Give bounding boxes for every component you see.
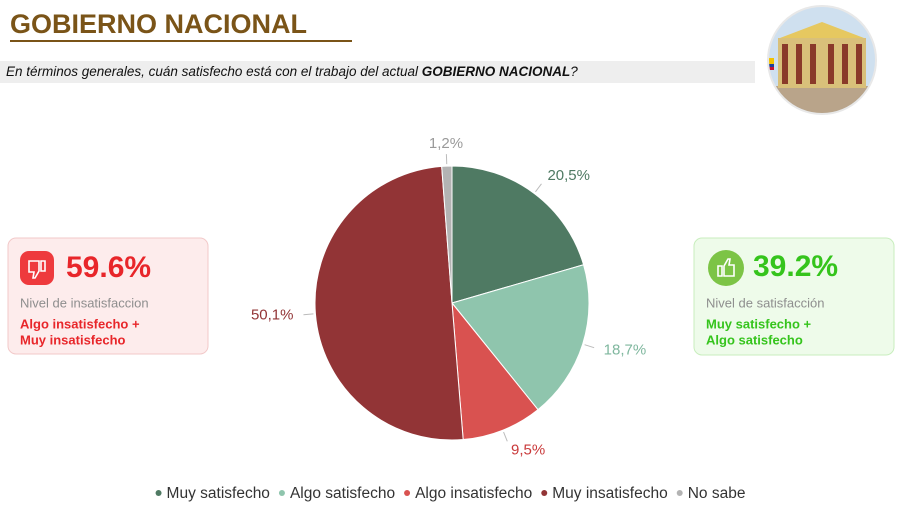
satisfaction-box [693,237,895,356]
title: GOBIERNO NACIONAL [10,9,307,39]
leader-line [503,431,508,442]
pie-slice [451,165,585,304]
dissatisfaction-value: 59.6% [66,251,151,284]
subtitle: En términos generales, cuán satisfecho e… [6,64,578,79]
satisfaction-value: 39.2% [753,250,838,283]
dissatisfaction-detail: Algo insatisfecho + [20,316,140,331]
legend-item: Muy insatisfecho [541,485,668,502]
leader-line [584,344,595,349]
pie: 20,5% 18,7% 9,5% 50,1% 1,2% [251,135,646,459]
satisfaction-label: Nivel de satisfacción [706,295,825,310]
legend-item: Algo satisfecho [278,485,395,502]
pie-slice [451,301,539,441]
legend-label: No sabe [688,485,746,502]
legend-item: No sabe [676,485,746,502]
slice-label: 18,7% [604,342,647,359]
satisfaction-detail: Muy satisfecho + [706,316,812,331]
thumbs-down-glyph [28,260,46,279]
leader-line [535,183,542,193]
legend-marker [676,490,683,496]
satisfaction-detail: Algo satisfecho [706,332,803,347]
slice-label: 50,1% [251,306,294,323]
subtitle-strong: GOBIERNO NACIONAL [422,64,571,79]
slice-label: 20,5% [547,167,590,184]
subtitle-band [0,61,755,83]
building-picture [767,5,877,115]
dissatisfaction-box [7,237,209,355]
thumbs-up-icon [708,250,744,286]
legend-item: Muy satisfecho [155,485,270,502]
thumbs-down-icon [20,251,54,285]
legend-label: Muy insatisfecho [552,485,667,502]
subtitle-end: ? [570,64,578,79]
legend-marker [278,490,285,496]
legend: Muy satisfecho Algo satisfecho Algo insati… [155,485,746,502]
legend-marker [541,490,548,496]
slice-label: 1,2% [429,135,463,152]
legend-marker [155,490,162,496]
slice-label: 9,5% [511,442,545,459]
dissatisfaction-label: Nivel de insatisfaccion [20,295,149,310]
legend-label: Algo insatisfecho [415,485,532,502]
legend-label: Algo satisfecho [290,485,395,502]
pie-slice [314,165,464,441]
legend-marker [404,490,411,496]
pie-slice [451,264,590,411]
legend-label: Muy satisfecho [167,485,270,502]
thumbs-up-glyph [717,258,735,277]
leader-line [303,313,314,316]
subtitle-text: En términos generales, cuán satisfecho e… [6,64,422,79]
pie-slice [441,165,453,304]
dissatisfaction-detail: Muy insatisfecho [20,332,126,347]
legend-item: Algo insatisfecho [404,485,532,502]
